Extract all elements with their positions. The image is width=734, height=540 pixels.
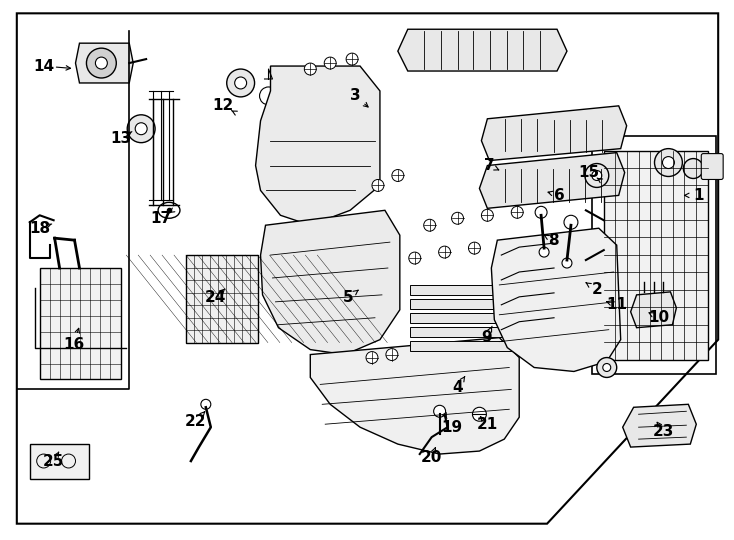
Circle shape — [87, 48, 116, 78]
Circle shape — [135, 123, 147, 134]
Text: 1: 1 — [693, 188, 703, 203]
Circle shape — [603, 363, 611, 372]
Text: 12: 12 — [212, 98, 233, 113]
FancyBboxPatch shape — [701, 153, 723, 179]
Text: 22: 22 — [185, 414, 207, 429]
Polygon shape — [410, 285, 519, 295]
Text: 13: 13 — [111, 131, 132, 146]
Circle shape — [482, 210, 493, 221]
Circle shape — [683, 159, 703, 179]
Text: 2: 2 — [592, 282, 602, 298]
Circle shape — [655, 148, 683, 177]
Polygon shape — [491, 228, 621, 372]
Circle shape — [227, 69, 255, 97]
Text: 15: 15 — [578, 165, 600, 180]
Circle shape — [512, 206, 523, 218]
Text: 25: 25 — [43, 454, 65, 469]
Circle shape — [235, 77, 247, 89]
Text: 7: 7 — [484, 158, 495, 173]
Text: 8: 8 — [548, 233, 559, 248]
Text: 19: 19 — [441, 420, 462, 435]
Text: 17: 17 — [150, 211, 172, 226]
Circle shape — [597, 357, 617, 377]
Circle shape — [468, 242, 481, 254]
Circle shape — [386, 349, 398, 361]
Circle shape — [346, 53, 358, 65]
Polygon shape — [604, 151, 708, 360]
Text: 21: 21 — [477, 417, 498, 431]
Polygon shape — [410, 313, 519, 323]
Polygon shape — [410, 341, 519, 350]
Polygon shape — [479, 153, 625, 208]
Text: 24: 24 — [205, 291, 227, 305]
Bar — [30, 444, 90, 479]
Text: 14: 14 — [33, 58, 54, 73]
Circle shape — [539, 247, 549, 257]
Circle shape — [372, 179, 384, 191]
Text: 10: 10 — [648, 310, 669, 325]
Circle shape — [409, 252, 421, 264]
Circle shape — [473, 407, 487, 421]
Circle shape — [434, 406, 446, 417]
Text: 20: 20 — [421, 449, 443, 464]
Circle shape — [562, 258, 572, 268]
Circle shape — [201, 400, 211, 409]
Text: 16: 16 — [63, 337, 84, 352]
Circle shape — [324, 57, 336, 69]
Polygon shape — [631, 292, 677, 328]
Circle shape — [451, 212, 463, 224]
Polygon shape — [410, 327, 519, 336]
Polygon shape — [482, 106, 627, 160]
Polygon shape — [410, 299, 519, 309]
Polygon shape — [186, 255, 258, 342]
Polygon shape — [261, 210, 400, 355]
Circle shape — [305, 63, 316, 75]
Circle shape — [439, 246, 451, 258]
Circle shape — [366, 352, 378, 363]
Text: 3: 3 — [349, 89, 360, 103]
Polygon shape — [17, 14, 718, 524]
Text: 18: 18 — [29, 221, 50, 236]
Circle shape — [95, 57, 107, 69]
Polygon shape — [76, 43, 133, 83]
Circle shape — [424, 219, 436, 231]
Text: 5: 5 — [343, 291, 353, 305]
Circle shape — [592, 171, 602, 180]
Circle shape — [663, 157, 675, 168]
Polygon shape — [255, 66, 380, 225]
Text: 4: 4 — [452, 380, 463, 395]
Polygon shape — [398, 29, 567, 71]
Polygon shape — [310, 338, 519, 454]
Circle shape — [392, 170, 404, 181]
Polygon shape — [40, 268, 121, 380]
Text: 11: 11 — [606, 298, 628, 312]
Text: 6: 6 — [553, 188, 564, 203]
Polygon shape — [622, 404, 697, 447]
Circle shape — [585, 164, 608, 187]
Circle shape — [564, 215, 578, 229]
Circle shape — [535, 206, 547, 218]
Circle shape — [127, 115, 155, 143]
Text: 23: 23 — [653, 424, 674, 438]
Text: 9: 9 — [481, 330, 492, 345]
